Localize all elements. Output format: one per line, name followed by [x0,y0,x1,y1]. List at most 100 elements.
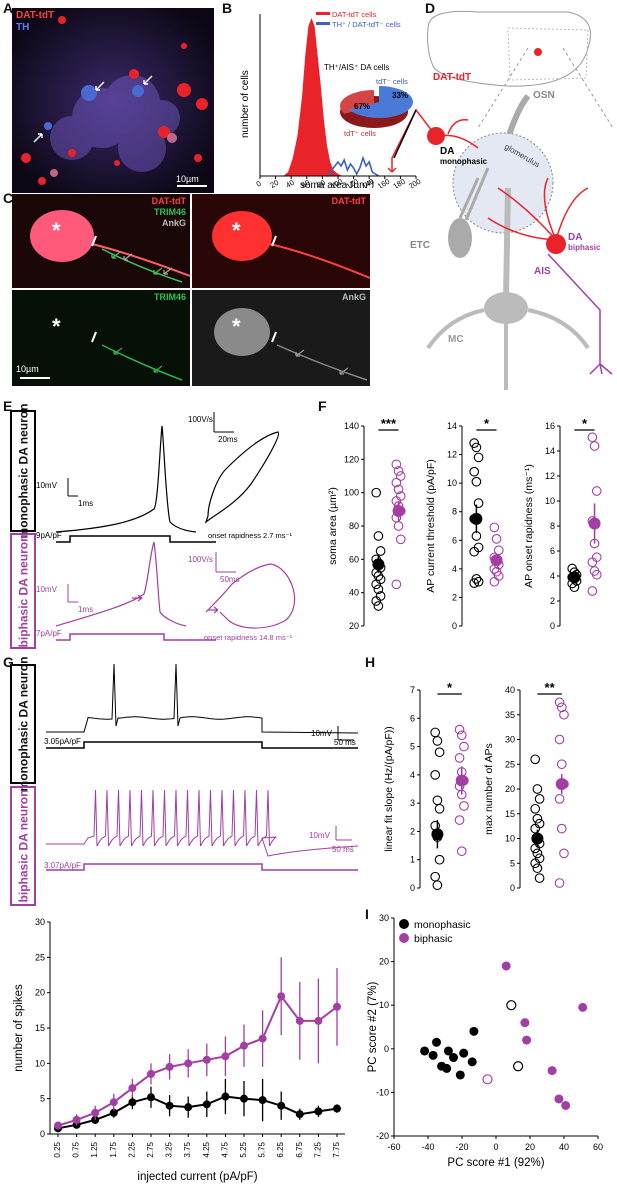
pca-biphasic-open-point [482,1074,493,1085]
h-plot1-y-tick-label: 1 [410,855,415,865]
etc-soma [448,218,472,258]
g-mono-title-box: monophasic DA neuron [10,657,36,791]
h-plot1-y-tick-label: 6 [410,713,415,723]
label-th-a: TH [16,22,30,33]
f-plot1-mono-point [371,579,382,590]
f-plot3-sig-label: * [582,416,588,431]
label-da-mono-2: monophasic [440,157,488,166]
line-bi-point [54,1121,62,1130]
h-plot1-mono-point [432,795,443,806]
line-y-tick-label: 5 [40,1094,45,1104]
e-bi-t-label: 1ms [78,605,93,614]
pca-monophasic-point [428,1050,438,1060]
h-plot1-y-tick-label: 7 [410,685,415,695]
line-y-tick-label: 20 [35,988,45,998]
e-bi-phase-plot [205,563,296,629]
line-bi-point [109,1098,118,1107]
pie-pos-label: tdT⁺ cells [344,129,376,138]
x-tick-label-b: 160 [376,177,391,188]
label-mc: MC [448,334,464,345]
e-bi-v-label: 10mV [36,585,58,594]
e-mono-title-box: monophasic DA neuron [10,404,36,538]
label-trim-c3: TRIM46 [153,292,186,302]
panel-b-chart: 0 20 40 60 80 100 120 140 160 180 200 soma area (µ… [240,10,422,188]
f-plot1-y-tick-label: 40 [349,588,359,598]
line-x-tick-label: 1.25 [90,1141,99,1157]
h-plot1-mono-point [432,736,443,746]
g-bi-title-box: biphasic DA neuron [10,786,36,906]
e-mono-onset: onset rapidness 2.7 ms⁻¹ [208,531,293,540]
pca-scatter-chart: -20 -10 0 10 20 30 -60 -40 -20 0 20 40 60 PC score #1… [367,913,603,1169]
h-plot1-y-tick-label: 3 [410,798,415,808]
histogram [283,18,380,177]
h-plot2-mono-point [530,823,541,834]
h-plot2-mono-point [530,843,541,854]
legend-swatch-tdt [316,12,330,15]
h-plot1-mono-point [434,854,445,865]
pca-y-axis-label: PC score #2 (7%) [367,981,379,1072]
h-plot1-bi-point [454,815,465,825]
da-mono-axon [393,109,417,159]
f-plot2-y-tick-label: 10 [447,478,457,488]
h-plot1-bi-point [454,724,465,735]
f-plot3-mono-mean [568,571,581,584]
f-plot2-bi-mean [490,554,503,567]
line-x-tick-label: 4.75 [220,1141,229,1157]
pca-biphasic-point [554,1094,564,1104]
zoom-line-2 [562,47,614,129]
g-bi-title: biphasic DA neuron [16,789,30,903]
h-plot2-y-axis-label: max number of APs [483,743,495,835]
x-tick-label-b: 200 [407,177,422,188]
label-ankg-c4: AnkG [341,292,366,302]
line-x-tick-label: 5.75 [258,1141,267,1157]
h-plot2-sig-label: ** [545,680,556,695]
panel-letter-i: I [365,906,369,922]
pca-biphasic-point [501,961,511,971]
f-plot2-mono-mean [470,512,483,525]
f-plot1-bi-point [391,579,402,590]
f-plot3-y-tick-label: 16 [545,421,555,431]
histogram-th-line [327,155,380,177]
g-mono-v-label: 10mV [311,729,333,738]
h-plot2-bi-point [556,702,567,713]
line-y-tick-label: 30 [35,917,45,927]
f-plot3-y-tick-label: 6 [550,546,555,556]
h-plot2-mono-point [534,794,545,804]
h-plot2-bi-point [556,823,567,834]
pca-y-tick-label: -10 [376,1087,389,1097]
micrograph-c-trim-image [20,331,183,381]
label-da-bi-2: biphasic [568,243,601,252]
asterisk-c2: * [232,218,241,243]
f-plot1-y-axis-label: soma area (µm²) [327,487,339,565]
pca-legend-label-biphasic: biphasic [414,933,453,945]
pca-monophasic-point [459,1048,469,1058]
h-plot2-y-tick-label: 10 [505,834,515,844]
h-plot2-mono-point [530,754,541,765]
e-mono-v-label: 10mV [36,481,58,490]
micrograph-c-dat: * DAT-tdT [192,194,370,288]
label-da-mono-1: DA [440,146,454,157]
h-plot2-y-tick-label: 30 [505,735,515,745]
asterisk-c3: * [52,314,61,339]
line-x-tick-label: 4.25 [202,1141,211,1157]
panel-e-traces: 10mV 1ms 9pA/pF 100V/s 20ms onset rapidn… [36,412,296,642]
f-plot1-bi-point [391,496,402,506]
h-plot2-y-tick-label: 40 [505,685,515,695]
f-plot2-mono-point [473,498,484,508]
h-plot2-y-tick-label: 25 [505,759,515,769]
zoom-line-1 [477,47,529,129]
line-bi-point [277,992,286,1001]
da-bi-soma [546,234,566,254]
osn-axon [505,94,531,139]
f-plot1-mono-point [371,487,382,498]
h-plot1-mono-point [434,803,445,814]
f-plot1-bi-point [395,534,406,545]
line-x-tick-label: 5.25 [239,1141,248,1157]
e-mono-dv-label: 100V/s [188,415,213,424]
pca-y-tick-label: 30 [379,913,389,923]
e-bi-dv-label: 100V/s [188,555,213,564]
line-mono-point [314,1107,323,1116]
h-plot1-bi-point [459,801,469,811]
etc-dendrites [458,167,490,221]
